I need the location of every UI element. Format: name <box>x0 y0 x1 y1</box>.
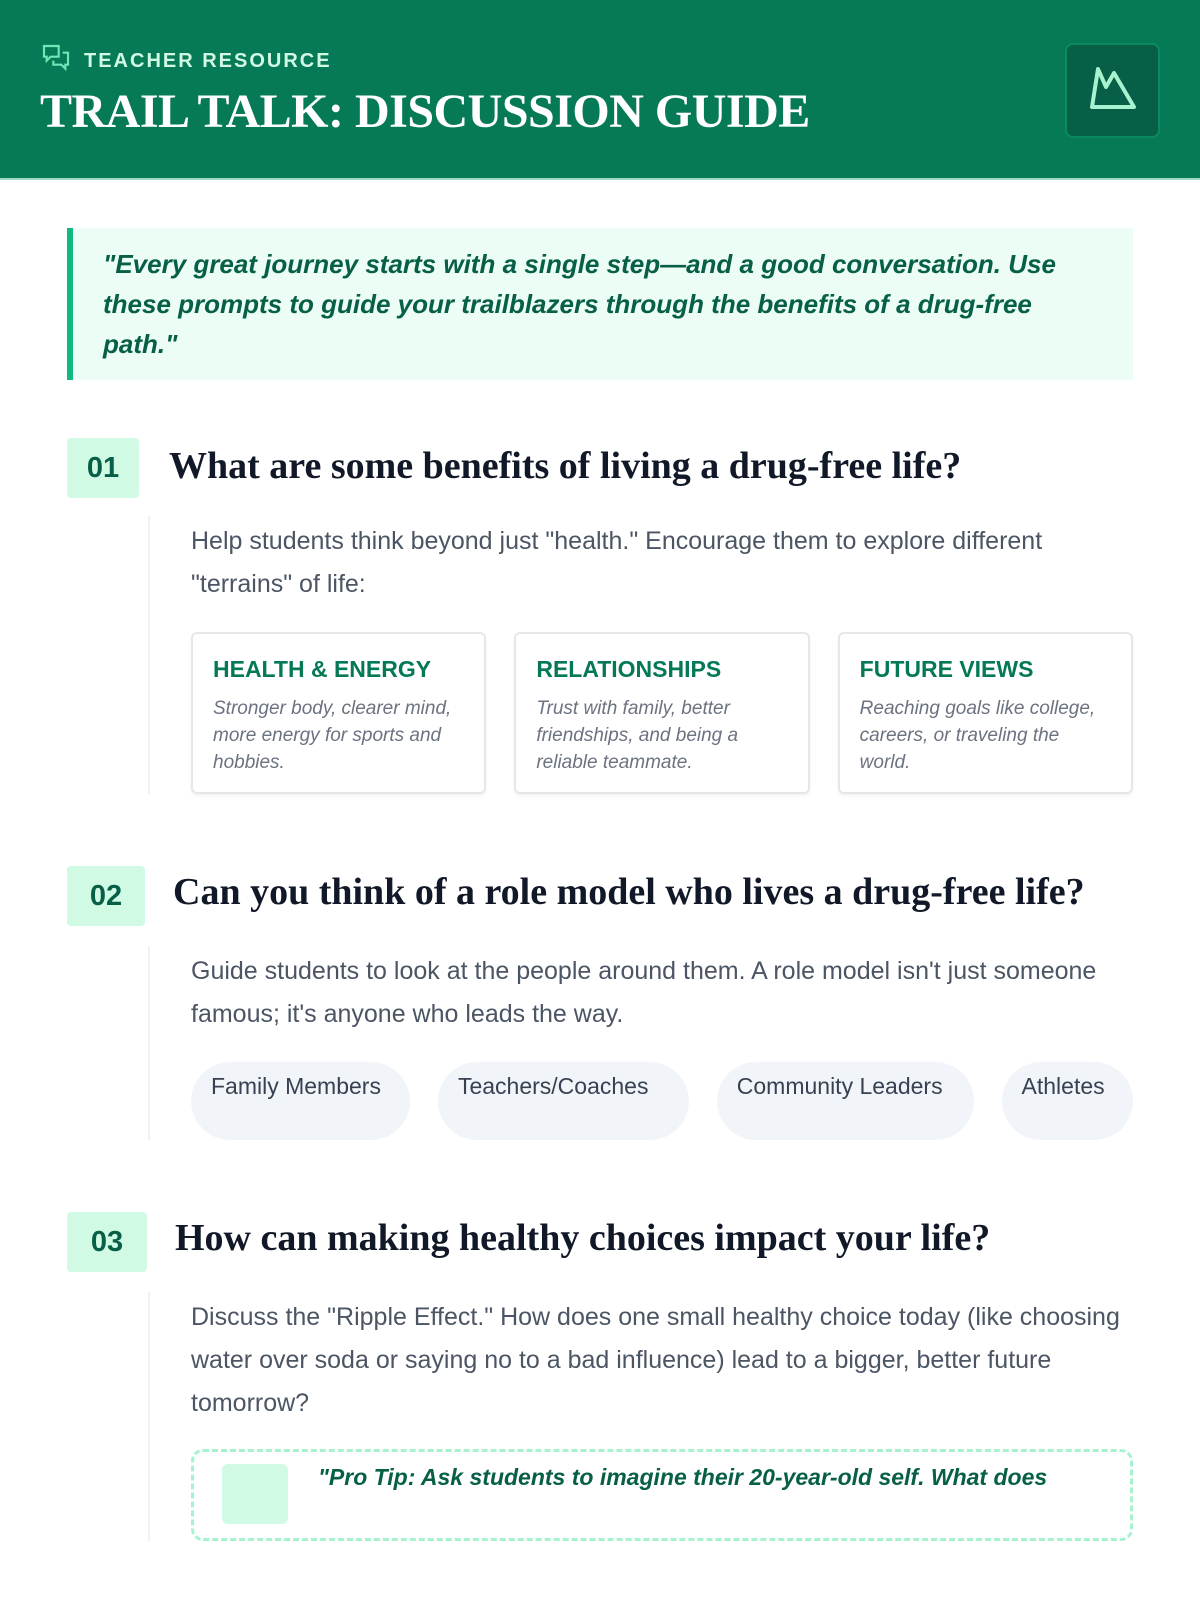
card-title: HEALTH & ENERGY <box>213 656 432 682</box>
question-title: Can you think of a role model who lives … <box>173 871 1085 913</box>
pro-tip-box: "Pro Tip: Ask students to imagine their … <box>191 1449 1133 1541</box>
page-header: TEACHER RESOURCE TRAIL TALK: DISCUSSION … <box>0 0 1200 180</box>
question-text: Discuss the "Ripple Effect." How does on… <box>191 1303 1120 1417</box>
question-text: Help students think beyond just "health.… <box>191 527 1043 598</box>
card-title: RELATIONSHIPS <box>536 656 722 682</box>
benefit-card: FUTURE VIEWS Reaching goals like college,… <box>837 632 1133 794</box>
benefit-card: RELATIONSHIPS Trust with family, better f… <box>514 632 810 794</box>
question-1: 01 What are some benefits of living a dr… <box>67 438 1133 794</box>
intro-quote: "Every great journey starts with a singl… <box>67 228 1133 380</box>
card-title: FUTURE VIEWS <box>859 656 1034 682</box>
resource-label-text: TEACHER RESOURCE <box>84 49 332 72</box>
question-2: 02 Can you think of a role model who liv… <box>67 866 1133 1140</box>
question-title: What are some benefits of living a drug-… <box>169 445 962 487</box>
card-text: Stronger body, clearer mind, more energy… <box>213 698 452 773</box>
benefit-cards: HEALTH & ENERGY Stronger body, clearer mi… <box>191 632 1133 794</box>
logo-badge <box>1065 43 1160 138</box>
question-number: 03 <box>67 1212 147 1272</box>
tag-pill: Athletes <box>1001 1062 1133 1140</box>
card-text: Reaching goals like college, careers, or… <box>859 698 1096 773</box>
tag-pill: Community Leaders <box>716 1062 974 1140</box>
question-number: 02 <box>67 866 145 926</box>
question-3: 03 How can making healthy choices impact… <box>67 1212 1133 1541</box>
question-number: 01 <box>67 438 139 498</box>
lightbulb-icon <box>222 1464 288 1524</box>
question-title: How can making healthy choices impact yo… <box>175 1217 991 1259</box>
mountain-icon <box>1088 65 1138 116</box>
resource-label: TEACHER RESOURCE <box>40 42 332 80</box>
role-model-tags: Family Members Teachers/Coaches Communit… <box>191 1062 1133 1140</box>
question-text: Guide students to look at the people aro… <box>191 957 1097 1028</box>
tag-pill: Family Members <box>191 1062 410 1140</box>
page-title: TRAIL TALK: DISCUSSION GUIDE <box>40 85 810 138</box>
card-text: Trust with family, better friendships, a… <box>536 698 739 773</box>
benefit-card: HEALTH & ENERGY Stronger body, clearer mi… <box>191 632 487 794</box>
pro-tip-text: "Pro Tip: Ask students to imagine their … <box>318 1464 1048 1490</box>
tag-pill: Teachers/Coaches <box>437 1062 689 1140</box>
chat-bubbles-icon <box>40 42 72 80</box>
